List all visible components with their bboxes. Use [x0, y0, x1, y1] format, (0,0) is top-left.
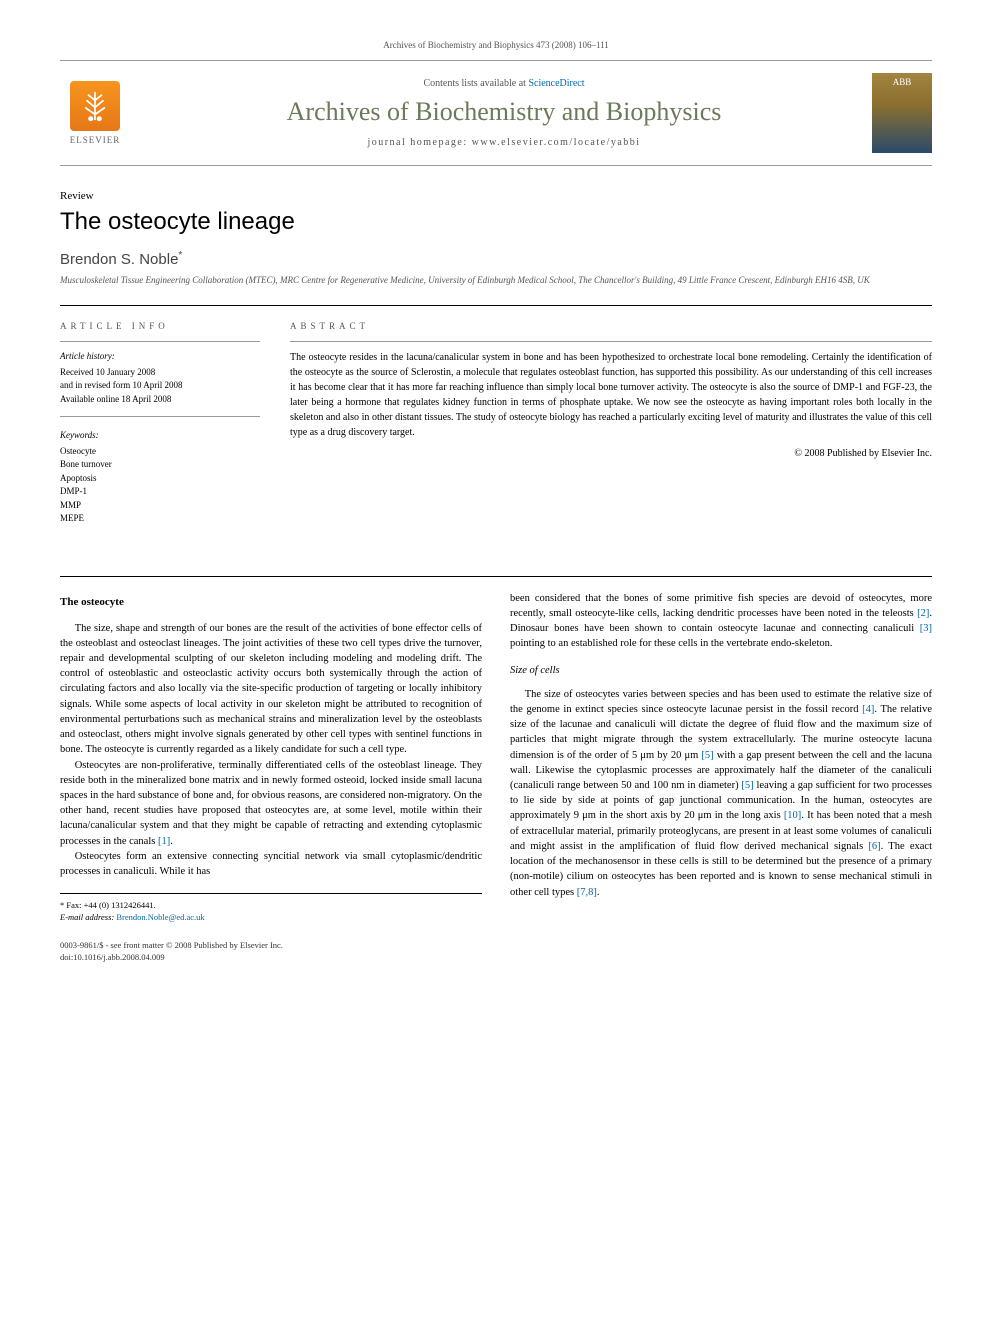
running-header: Archives of Biochemistry and Biophysics … — [60, 40, 932, 50]
body-text: been considered that the bones of some p… — [510, 593, 932, 619]
article-title: The osteocyte lineage — [60, 208, 932, 236]
divider — [60, 305, 932, 306]
sciencedirect-link[interactable]: ScienceDirect — [528, 78, 584, 89]
abstract-col: ABSTRACT The osteocyte resides in the la… — [290, 320, 932, 548]
citation-link[interactable]: [3] — [920, 623, 932, 634]
affiliation: Musculoskeletal Tissue Engineering Colla… — [60, 274, 932, 287]
citation-link[interactable]: [5] — [741, 780, 753, 791]
citation-link[interactable]: [6] — [868, 841, 880, 852]
body-para: been considered that the bones of some p… — [510, 591, 932, 652]
citation-link[interactable]: [10] — [784, 810, 802, 821]
citation-link[interactable]: [5] — [701, 750, 713, 761]
keyword: Bone turnover — [60, 458, 260, 472]
elsevier-label: ELSEVIER — [70, 135, 121, 145]
keyword: MEPE — [60, 512, 260, 526]
article-type: Review — [60, 190, 932, 202]
contents-prefix: Contents lists available at — [423, 78, 528, 89]
keyword: Apoptosis — [60, 472, 260, 486]
body-para: The size, shape and strength of our bone… — [60, 621, 482, 758]
email-label: E-mail address: — [60, 912, 114, 922]
keywords-block: Keywords: Osteocyte Bone turnover Apopto… — [60, 429, 260, 536]
section-heading-osteocyte: The osteocyte — [60, 595, 482, 611]
email-link[interactable]: Brendon.Noble@ed.ac.uk — [116, 912, 204, 922]
banner-center: Contents lists available at ScienceDirec… — [148, 78, 860, 148]
article-info-col: ARTICLE INFO Article history: Received 1… — [60, 320, 260, 548]
keyword: Osteocyte — [60, 445, 260, 459]
meta-row: ARTICLE INFO Article history: Received 1… — [60, 320, 932, 548]
elsevier-tree-icon — [70, 81, 120, 131]
article-info-heading: ARTICLE INFO — [60, 320, 260, 334]
available-date: Available online 18 April 2008 — [60, 393, 260, 407]
contents-line: Contents lists available at ScienceDirec… — [148, 78, 860, 89]
abstract-text: The osteocyte resides in the lacuna/cana… — [290, 350, 932, 440]
abstract-wrap: The osteocyte resides in the lacuna/cana… — [290, 341, 932, 461]
journal-name: Archives of Biochemistry and Biophysics — [148, 97, 860, 127]
page-footer: 0003-9861/$ - see front matter © 2008 Pu… — [60, 940, 932, 964]
keyword: MMP — [60, 499, 260, 513]
body-columns: The osteocyte The size, shape and streng… — [60, 591, 932, 924]
citation-link[interactable]: [4] — [862, 704, 874, 715]
body-text: pointing to an established role for thes… — [510, 638, 832, 649]
received-date: Received 10 January 2008 — [60, 366, 260, 380]
journal-banner: ELSEVIER Contents lists available at Sci… — [60, 60, 932, 166]
citation-link[interactable]: [1] — [158, 836, 170, 847]
homepage-prefix: journal homepage: — [367, 137, 471, 148]
body-text: . — [597, 887, 600, 898]
abstract-copyright: © 2008 Published by Elsevier Inc. — [290, 446, 932, 461]
keywords-label: Keywords: — [60, 429, 260, 443]
author-name: Brendon S. Noble* — [60, 250, 932, 268]
body-para: Osteocytes are non-proliferative, termin… — [60, 758, 482, 849]
author-text: Brendon S. Noble — [60, 251, 178, 268]
email-line: E-mail address: Brendon.Noble@ed.ac.uk — [60, 912, 482, 924]
homepage-url[interactable]: www.elsevier.com/locate/yabbi — [472, 137, 641, 148]
history-label: Article history: — [60, 350, 260, 364]
divider — [60, 576, 932, 577]
body-para: The size of osteocytes varies between sp… — [510, 687, 932, 900]
subsection-size: Size of cells — [510, 663, 932, 678]
corresp-marker: * — [178, 250, 182, 261]
journal-cover-thumb: ABB — [872, 73, 932, 153]
elsevier-logo: ELSEVIER — [60, 73, 130, 153]
footnote-block: * Fax: +44 (0) 1312426441. E-mail addres… — [60, 893, 482, 924]
homepage-line: journal homepage: www.elsevier.com/locat… — [148, 137, 860, 148]
body-para: Osteocytes form an extensive connecting … — [60, 849, 482, 879]
keywords-list: Osteocyte Bone turnover Apoptosis DMP-1 … — [60, 445, 260, 526]
fax-line: * Fax: +44 (0) 1312426441. — [60, 900, 482, 912]
citation-link[interactable]: [2] — [917, 608, 929, 619]
keyword: DMP-1 — [60, 485, 260, 499]
body-text: Osteocytes are non-proliferative, termin… — [60, 760, 482, 847]
body-text: . — [170, 836, 173, 847]
cover-label: ABB — [893, 77, 912, 87]
doi-line: doi:10.1016/j.abb.2008.04.009 — [60, 952, 932, 964]
revised-date: and in revised form 10 April 2008 — [60, 379, 260, 393]
abstract-heading: ABSTRACT — [290, 320, 932, 334]
front-matter-line: 0003-9861/$ - see front matter © 2008 Pu… — [60, 940, 932, 952]
history-block: Article history: Received 10 January 200… — [60, 341, 260, 417]
citation-link[interactable]: [7,8] — [577, 887, 597, 898]
